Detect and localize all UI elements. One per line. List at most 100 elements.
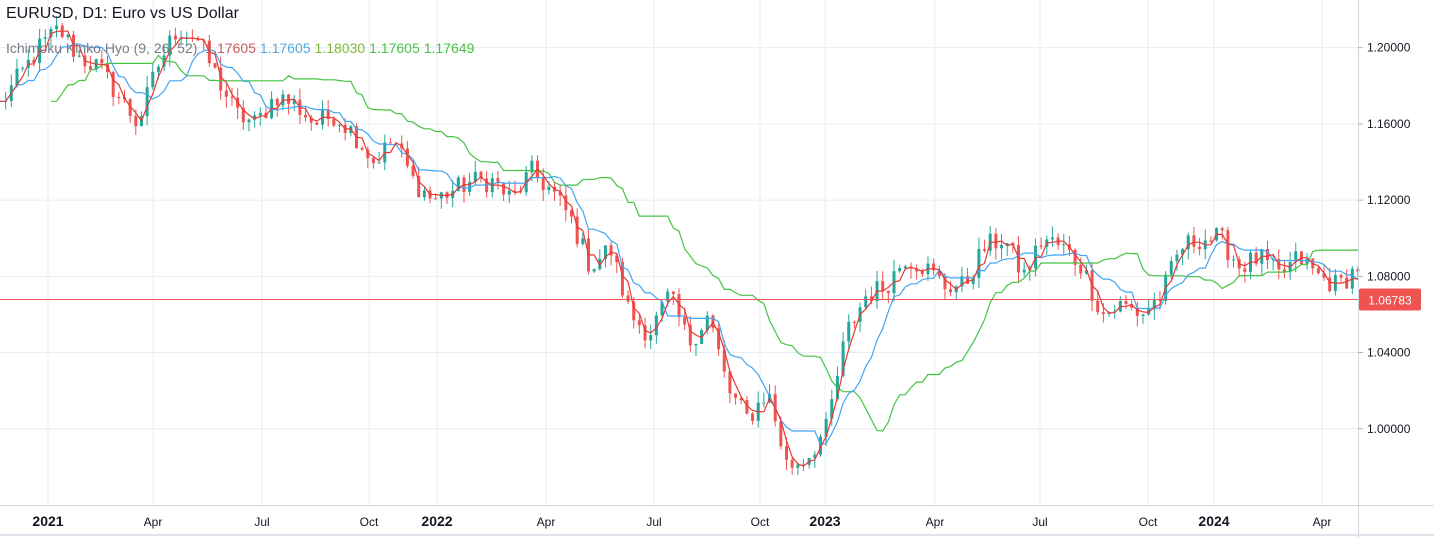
candle-body bbox=[230, 96, 234, 98]
y-tick-label: 1.00000 bbox=[1367, 422, 1411, 436]
candle-body bbox=[315, 122, 319, 125]
candle-body bbox=[1158, 299, 1162, 301]
candle-body bbox=[1017, 244, 1020, 273]
x-tick-label: Jul bbox=[1032, 515, 1047, 529]
candle-body bbox=[1186, 235, 1190, 250]
candle-body bbox=[1294, 251, 1298, 262]
candle-body bbox=[654, 315, 658, 336]
candle-body bbox=[983, 248, 987, 251]
candle-body bbox=[89, 66, 93, 70]
candle-body bbox=[847, 321, 851, 342]
candle-body bbox=[366, 149, 370, 159]
candle-body bbox=[1232, 259, 1236, 261]
candle-body bbox=[960, 276, 964, 287]
candle-body bbox=[898, 267, 902, 272]
y-tick-label: 1.04000 bbox=[1367, 346, 1411, 360]
candle-body bbox=[660, 301, 664, 316]
candle-body bbox=[575, 216, 579, 245]
candle-body bbox=[796, 464, 800, 468]
candle-body bbox=[496, 178, 500, 184]
candle-body bbox=[937, 270, 941, 276]
candle-body bbox=[1265, 249, 1269, 260]
x-tick-label: Apr bbox=[1313, 515, 1332, 529]
candle-body bbox=[241, 107, 245, 123]
candle-body bbox=[751, 413, 755, 421]
candle-body bbox=[920, 271, 924, 275]
candle-body bbox=[1322, 273, 1326, 278]
candle-body bbox=[422, 190, 426, 198]
candle-body bbox=[830, 399, 834, 419]
candle-body bbox=[360, 147, 364, 150]
candle-body bbox=[818, 436, 822, 455]
candle-body bbox=[513, 190, 517, 192]
candle-body bbox=[338, 124, 341, 126]
candle-body bbox=[1305, 258, 1309, 265]
candle-body bbox=[694, 343, 698, 346]
candle-body bbox=[852, 321, 856, 323]
candle-body bbox=[626, 295, 630, 302]
candle-body bbox=[434, 198, 438, 200]
candle-body bbox=[915, 268, 919, 272]
y-tick-label: 1.08000 bbox=[1367, 269, 1411, 283]
last-price-tag bbox=[1359, 288, 1421, 311]
candle-body bbox=[468, 181, 472, 192]
candle-body bbox=[1005, 243, 1009, 246]
candle-body bbox=[1243, 268, 1247, 272]
candle-body bbox=[643, 325, 647, 341]
candle-body bbox=[666, 291, 670, 302]
candle-body bbox=[1000, 245, 1004, 249]
candle-body bbox=[117, 97, 121, 99]
candle-body bbox=[1079, 264, 1083, 274]
candle-body bbox=[21, 67, 25, 69]
candle-body bbox=[253, 115, 257, 120]
tenkan-sen-line bbox=[0, 30, 1358, 467]
candle-body bbox=[219, 67, 223, 91]
candle-body bbox=[1062, 244, 1066, 246]
candle-body bbox=[1181, 249, 1185, 255]
candle-body bbox=[637, 320, 641, 326]
x-tick-label: Apr bbox=[144, 515, 163, 529]
candle-body bbox=[224, 90, 228, 97]
candle-body bbox=[977, 248, 981, 278]
candle-body bbox=[734, 393, 738, 398]
candle-body bbox=[745, 400, 749, 414]
candle-body bbox=[813, 454, 817, 459]
candle-body bbox=[309, 117, 313, 123]
candle-body bbox=[801, 464, 805, 466]
candle-body bbox=[1209, 240, 1213, 242]
candle-body bbox=[717, 328, 721, 350]
y-tick-label: 1.16000 bbox=[1367, 117, 1411, 131]
candle-body bbox=[592, 269, 596, 272]
candle-body bbox=[134, 115, 138, 127]
candle-body bbox=[151, 71, 155, 88]
candle-body bbox=[705, 315, 709, 331]
candle-body bbox=[1124, 301, 1128, 305]
candle-body bbox=[739, 397, 743, 401]
candle-body bbox=[881, 281, 885, 291]
candle-body bbox=[145, 87, 149, 117]
candle-body bbox=[1152, 299, 1156, 310]
candle-body bbox=[886, 290, 890, 294]
y-tick-label: 1.12000 bbox=[1367, 193, 1411, 207]
candle-body bbox=[581, 238, 585, 245]
candle-body bbox=[903, 266, 907, 268]
candle-body bbox=[1169, 261, 1173, 275]
candle-body bbox=[473, 171, 477, 182]
candle-body bbox=[287, 94, 291, 104]
chart-title: EURUSD, D1: Euro vs US Dollar bbox=[6, 5, 239, 22]
candle-body bbox=[111, 72, 115, 98]
indicator-name: Ichimoku Kinko Hyo (9, 26, 52) bbox=[6, 40, 198, 56]
candle-body bbox=[106, 63, 110, 73]
candle-body bbox=[949, 289, 953, 293]
candle-body bbox=[173, 35, 177, 40]
candle-body bbox=[1192, 235, 1196, 247]
x-tick-label: Jul bbox=[646, 515, 661, 529]
candle-body bbox=[1050, 237, 1054, 240]
candle-body bbox=[841, 341, 845, 376]
candle-body bbox=[966, 276, 970, 284]
candle-body bbox=[43, 37, 47, 39]
plot-area[interactable] bbox=[0, 16, 1360, 476]
candle-body bbox=[1345, 277, 1349, 289]
